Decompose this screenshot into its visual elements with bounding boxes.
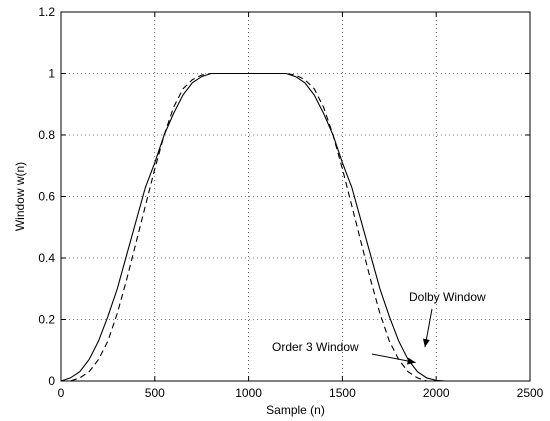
y-tick-label: 0.8 — [38, 128, 55, 142]
x-tick-label: 0 — [58, 386, 65, 400]
x-tick-label: 1500 — [329, 386, 356, 400]
y-tick-label: 0.6 — [38, 190, 55, 204]
x-tick-label: 500 — [145, 386, 165, 400]
tick-marks — [60, 11, 531, 382]
x-tick-label: 2500 — [517, 386, 544, 400]
x-axis-label: Sample (n) — [266, 403, 325, 417]
grid — [61, 12, 530, 381]
x-tick-labels: 0 500 1000 1500 2000 2500 — [58, 386, 544, 400]
y-tick-label: 1 — [48, 67, 55, 81]
annotations: Dolby Window Order 3 Window — [272, 290, 486, 365]
y-axis-label: Window w(n) — [13, 162, 27, 231]
series-layer — [60, 72, 446, 382]
annotation-label: Dolby Window — [409, 290, 486, 304]
series-line-dolby-window — [60, 72, 446, 382]
y-tick-label: 0.2 — [38, 313, 55, 327]
plot-frame — [60, 11, 531, 382]
annotation-label: Order 3 Window — [272, 340, 359, 354]
y-tick-label: 1.2 — [38, 5, 55, 19]
y-tick-label: 0 — [48, 374, 55, 388]
annotation-arrowhead — [407, 357, 416, 365]
annotation-arrowhead — [422, 338, 430, 348]
x-tick-label: 1000 — [235, 386, 262, 400]
x-tick-label: 2000 — [423, 386, 450, 400]
y-tick-labels: 0 0.2 0.4 0.6 0.8 1 1.2 — [38, 5, 55, 388]
series-line-order-3-window — [61, 72, 437, 382]
y-tick-label: 0.4 — [38, 251, 55, 265]
